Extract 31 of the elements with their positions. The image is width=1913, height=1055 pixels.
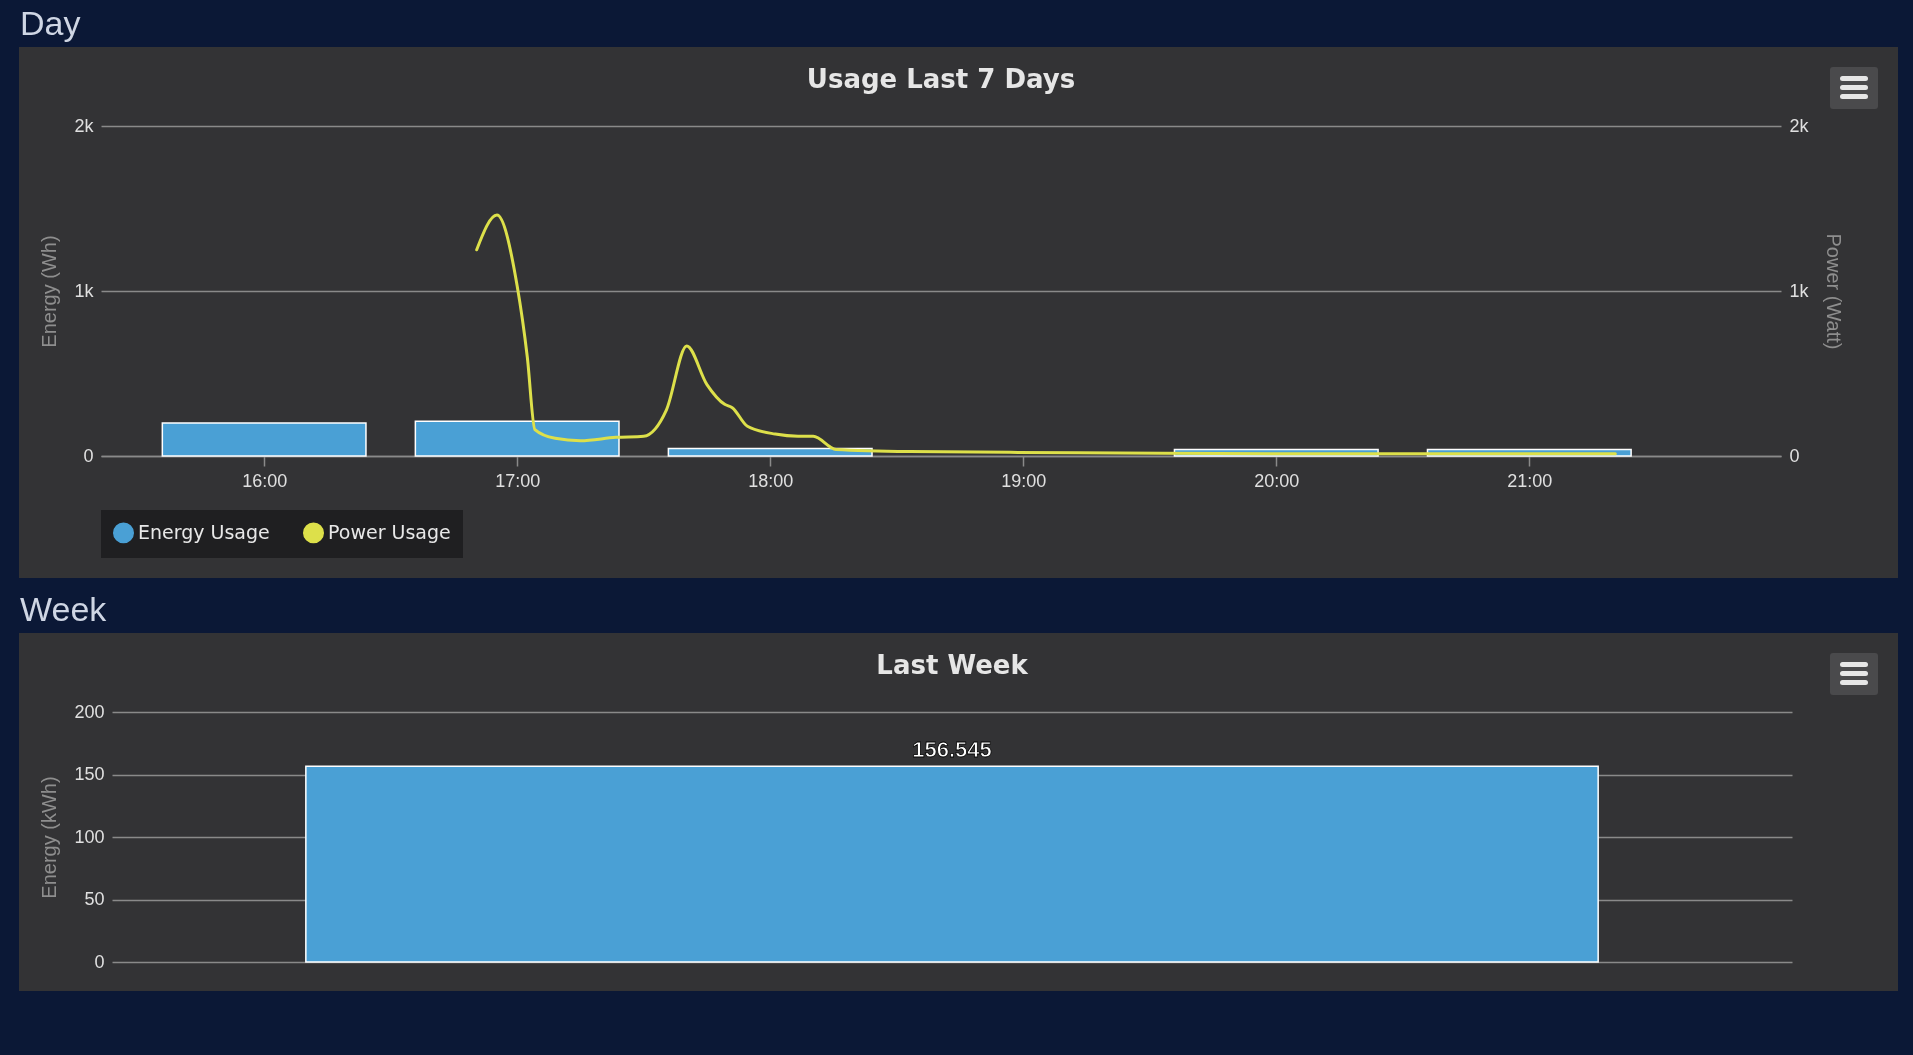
y-tick-label: 0 [94, 951, 105, 972]
y-axis-title: Energy (Wh) [38, 235, 61, 348]
x-tick-label: 17:00 [495, 470, 541, 491]
x-tick-label: 16:00 [242, 470, 288, 491]
y-tick-label: 150 [74, 764, 105, 784]
x-tick-label: 20:00 [1254, 470, 1300, 491]
text: Week [19, 589, 108, 630]
y-axis-title: Energy (kWh) [38, 776, 61, 899]
bar [667, 447, 873, 457]
chart-title: Usage Last 7 Days [806, 64, 1076, 94]
y2-tick-label: 1k [1789, 280, 1810, 301]
y-tick-label: 2k [74, 115, 95, 136]
text: Day [19, 3, 82, 44]
chart-title: Last Week [876, 650, 1029, 680]
y-tick-label: 200 [74, 701, 105, 722]
legend-label: Energy Usage [138, 520, 270, 543]
y2-tick-label: 2k [1789, 115, 1810, 136]
data-label: 156.545 [912, 737, 992, 763]
y2-tick-label: 0 [1789, 445, 1800, 466]
x-tick-label: 21:00 [1507, 470, 1553, 491]
line-series [475, 213, 1617, 456]
x-tick-label: 19:00 [1001, 470, 1047, 491]
legend-label: Power Usage [328, 520, 451, 543]
bar [161, 422, 367, 457]
bar [414, 420, 620, 457]
y2-axis-title: Power (Watt) [1822, 233, 1845, 350]
y-tick-label: 50 [84, 889, 105, 909]
y-tick-label: 0 [83, 445, 94, 466]
x-tick-label: 18:00 [748, 470, 794, 491]
y-tick-label: 100 [74, 826, 105, 847]
y-tick-label: 1k [74, 280, 95, 301]
